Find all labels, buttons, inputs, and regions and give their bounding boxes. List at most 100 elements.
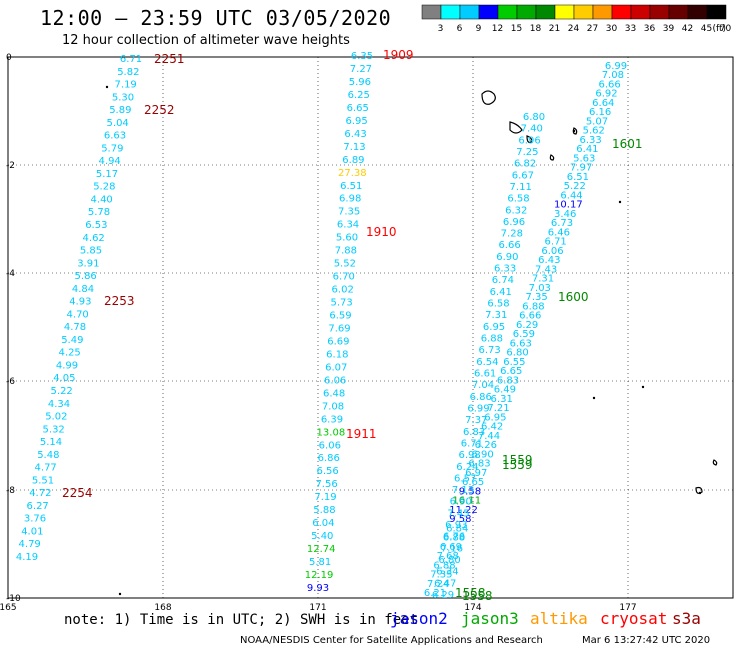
pass-time-label: 2252 [144,103,175,117]
wave-height-value: 4.05 [53,373,75,384]
wave-height-value: 4.70 [67,309,89,320]
wave-height-value: 6.29 [432,590,454,601]
wave-height-value: 7.13 [452,485,474,496]
colorbar-tick-label: 42 [682,24,693,34]
credit-left: NOAA/NESDIS Center for Satellite Applica… [240,635,543,646]
wave-height-value: 6.70 [333,272,355,283]
wave-height-value: 4.19 [16,552,38,563]
wave-height-value: 6.55 [503,357,525,368]
pass-time-label: 1558 [455,586,486,600]
wave-height-value: 6.54 [476,357,498,368]
wave-height-value: 7.19 [115,80,137,91]
wave-height-value: 6.31 [491,394,513,405]
island-dot [698,491,702,495]
wave-height-value: 7.13 [343,142,365,153]
wave-height-value: 9.93 [307,583,329,594]
wave-height-value: 6.04 [312,518,334,529]
wave-height-value: 7.37 [465,415,487,426]
wave-height-value: 4.25 [59,348,81,359]
wave-height-value: 5.40 [311,531,333,542]
wave-height-value: 6.90 [471,449,493,460]
wave-height-value: 7.03 [529,283,551,294]
wave-height-value: 7.24 [427,579,449,590]
wave-height-value: 16.11 [452,496,481,507]
colorbar-tick-label: 27 [587,24,598,34]
wave-height-value: 11.22 [449,505,478,516]
wave-height-value: 5.22 [51,386,73,397]
wave-height-value: 6.88 [433,560,455,571]
wave-height-value: 6.71 [545,237,567,248]
wave-height-value: 6.24 [456,462,478,473]
x-tick-label: 177 [619,603,636,613]
wave-height-value: 5.78 [88,207,110,218]
wave-height-value: 6.65 [347,103,369,114]
wave-height-value: 5.49 [61,335,83,346]
wave-height-value: 6.92 [595,89,617,100]
wave-height-value: 6.46 [548,227,570,238]
wave-height-value: 6.27 [27,501,49,512]
wave-height-value: 6.07 [325,362,347,373]
plot-frame [7,56,734,599]
y-tick-label: -10 [6,594,21,604]
wave-height-value: 6.21 [424,588,446,599]
wave-height-value: 7.35 [338,207,360,218]
wave-height-value: 4.34 [48,399,70,410]
pass-time-label: 1558 [462,589,493,603]
wave-height-value: 7.69 [328,323,350,334]
wave-height-value: 5.02 [45,412,67,423]
colorbar-tick-label: 21 [549,24,560,34]
colorbar-tick-label: 15 [511,24,522,34]
wave-height-value: 27.38 [338,168,367,179]
wave-height-value: 6.93 [445,520,467,531]
wave-height-value: 6.96 [518,135,540,146]
wave-height-value: 6.90 [496,252,518,263]
wave-height-value: 5.32 [43,424,65,435]
colorbar-tick-label: 30 [606,24,618,34]
wave-height-value: 6.73 [478,345,500,356]
wave-height-value: 6.73 [551,218,573,229]
wave-height-value: 6.47 [434,578,456,589]
wave-height-value: 6.95 [346,116,368,127]
colorbar-swatch [649,4,670,20]
wave-height-value: 6.95 [484,412,506,423]
wave-height-value: 3.46 [554,209,576,220]
wave-height-value: 6.71 [120,54,142,65]
pass-time-label: 1559 [502,458,533,472]
wave-height-value: 6.44 [560,190,582,201]
colorbar-swatch [516,4,537,20]
wave-height-value: 6.58 [487,299,509,310]
wave-height-value: 6.06 [541,246,563,257]
wave-height-value: 6.51 [340,181,362,192]
island-outline [526,135,533,143]
wave-height-value: 6.67 [512,170,534,181]
pass-time-label: 2254 [62,486,93,500]
wave-height-value: 6.71 [461,438,483,449]
wave-height-value: 6.48 [323,388,345,399]
wave-height-value: 5.17 [96,169,118,180]
x-tick-label: 168 [154,603,171,613]
wave-height-value: 7.88 [335,246,357,257]
wave-height-value: 5.51 [32,475,54,486]
island-dot [105,85,109,89]
colorbar-swatch [611,4,632,20]
island-outline [712,459,718,466]
wave-height-value: 4.99 [56,360,78,371]
colorbar-swatch [668,4,689,20]
wave-height-value: 7.31 [532,274,554,285]
colorbar-tick-label: 6 [457,24,463,34]
wave-height-value: 6.34 [337,220,359,231]
wave-height-value: 6.66 [498,240,520,251]
wave-height-value: 6.06 [324,375,346,386]
wave-height-value: 4.40 [91,194,113,205]
colorbar-tick-label: 39 [663,24,675,34]
wave-height-value: 4.77 [35,463,57,474]
wave-height-value: 4.01 [21,526,43,537]
wave-height-value: 5.07 [586,116,608,127]
wave-height-value: 7.68 [437,551,459,562]
island-outline [695,486,703,494]
wave-height-value: 7.28 [501,229,523,240]
colorbar-swatch [440,4,461,20]
pass-time-label: 1559 [502,453,533,467]
figure-subtitle: 12 hour collection of altimeter wave hei… [62,33,350,48]
